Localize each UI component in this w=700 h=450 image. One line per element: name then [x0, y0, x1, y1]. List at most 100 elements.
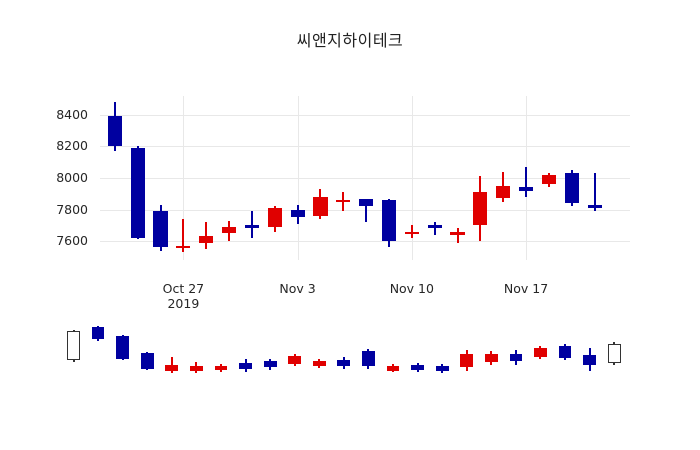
candlestick[interactable] [244, 211, 259, 238]
volume-candlestick-body [583, 355, 596, 365]
volume-candlestick[interactable] [140, 352, 154, 370]
candlestick-body [130, 148, 145, 238]
candlestick-body [473, 192, 488, 226]
volume-candlestick[interactable] [534, 346, 547, 359]
candlestick-body [244, 225, 259, 229]
volume-candlestick[interactable] [509, 350, 523, 365]
volume-candlestick-body [509, 354, 523, 361]
candlestick[interactable] [381, 198, 397, 248]
candlestick[interactable] [267, 206, 282, 232]
candlestick-body [496, 185, 511, 199]
candlestick[interactable] [518, 166, 534, 197]
candlestick[interactable] [107, 102, 122, 152]
volume-candlestick[interactable] [288, 354, 302, 366]
candlestick[interactable] [564, 170, 579, 207]
volume-candlestick[interactable] [607, 342, 621, 365]
candlestick-body [176, 245, 191, 248]
x-axis-tick-year: 2019 [167, 296, 200, 311]
volume-candlestick-body [67, 331, 80, 360]
volume-candlestick-body [558, 346, 572, 358]
volume-candlestick[interactable] [435, 364, 449, 373]
volume-candlestick-body [460, 354, 474, 367]
volume-candlestick[interactable] [484, 351, 498, 365]
candlestick-wick [433, 222, 436, 235]
candlestick-body [587, 204, 602, 208]
gridline-vertical [297, 96, 299, 260]
candlestick[interactable] [450, 228, 465, 243]
volume-candlestick[interactable] [190, 362, 203, 373]
candlestick-wick [182, 219, 185, 253]
volume-candlestick[interactable] [116, 335, 130, 360]
candlestick[interactable] [541, 173, 556, 188]
y-axis-tick-label: 8200 [56, 138, 88, 154]
candlestick[interactable] [153, 204, 168, 251]
candlestick[interactable] [473, 176, 488, 242]
volume-candlestick-body [435, 366, 449, 371]
volume-candlestick[interactable] [214, 364, 228, 372]
candlestick[interactable] [427, 222, 442, 235]
candlestick[interactable] [290, 204, 305, 224]
volume-candlestick-body [386, 366, 400, 371]
volume-candlestick-body [165, 365, 179, 371]
candlestick-body [359, 198, 374, 207]
volume-candlestick-body [91, 327, 105, 339]
volume-candlestick-body [362, 350, 375, 366]
candlestick[interactable] [199, 222, 214, 249]
volume-candlestick[interactable] [460, 350, 474, 371]
candlestick-body [153, 211, 168, 248]
candlestick-body [199, 236, 214, 243]
volume-candlestick[interactable] [558, 344, 572, 360]
volume-candlestick[interactable] [263, 359, 277, 370]
x-axis-tick-label: Oct 27 2019 [123, 281, 243, 311]
volume-candlestick[interactable] [362, 349, 375, 369]
candlestick-wick [250, 211, 253, 238]
candlestick[interactable] [130, 146, 145, 240]
candlestick[interactable] [404, 225, 419, 238]
y-axis-tick-label: 8000 [56, 170, 88, 185]
volume-candlestick-body [214, 366, 228, 370]
volume-candlestick-body [534, 347, 547, 357]
candlestick-wick [205, 222, 208, 249]
candlestick[interactable] [359, 198, 374, 223]
volume-candlestick[interactable] [312, 359, 326, 368]
candlestick-body [313, 196, 328, 216]
x-axis-tick-date: Nov 3 [279, 281, 316, 296]
x-axis-tick-date: Oct 27 [162, 281, 205, 296]
candlestick-wick [525, 166, 528, 197]
gridline-vertical [183, 96, 185, 260]
candlestick[interactable] [336, 192, 351, 212]
volume-candlestick[interactable] [337, 357, 351, 369]
volume-candlestick[interactable] [386, 364, 400, 372]
page-title: 씨앤지하이테크 [296, 31, 404, 50]
volume-panel [60, 326, 640, 376]
volume-candlestick-body [190, 366, 203, 371]
candlestick-body [427, 225, 442, 229]
candlestick[interactable] [313, 189, 328, 219]
gridline-vertical [411, 96, 413, 260]
candlestick-body [518, 187, 534, 191]
candlestick[interactable] [176, 219, 191, 253]
candlestick-body [404, 231, 419, 234]
volume-candlestick-body [140, 353, 154, 369]
x-axis-tick-label: Nov 10 [352, 281, 472, 296]
volume-candlestick-body [288, 355, 302, 364]
volume-candlestick[interactable] [91, 326, 105, 341]
volume-candlestick[interactable] [165, 357, 179, 373]
volume-candlestick-body [607, 343, 621, 363]
candlestick[interactable] [221, 220, 237, 242]
candlestick-wick [365, 198, 368, 223]
candlestick[interactable] [496, 171, 511, 202]
volume-candlestick[interactable] [411, 363, 424, 372]
volume-candlestick-body [484, 354, 498, 362]
candlestick-body [541, 174, 556, 185]
candlestick[interactable] [587, 173, 602, 212]
volume-candlestick-body [411, 365, 424, 370]
volume-candlestick-body [263, 360, 277, 367]
volume-candlestick[interactable] [239, 359, 252, 372]
candlestick-body [107, 116, 122, 147]
volume-candlestick-body [239, 363, 252, 369]
y-axis-tick-label: 7600 [56, 233, 88, 249]
volume-candlestick[interactable] [67, 330, 80, 362]
volume-candlestick[interactable] [583, 348, 596, 371]
